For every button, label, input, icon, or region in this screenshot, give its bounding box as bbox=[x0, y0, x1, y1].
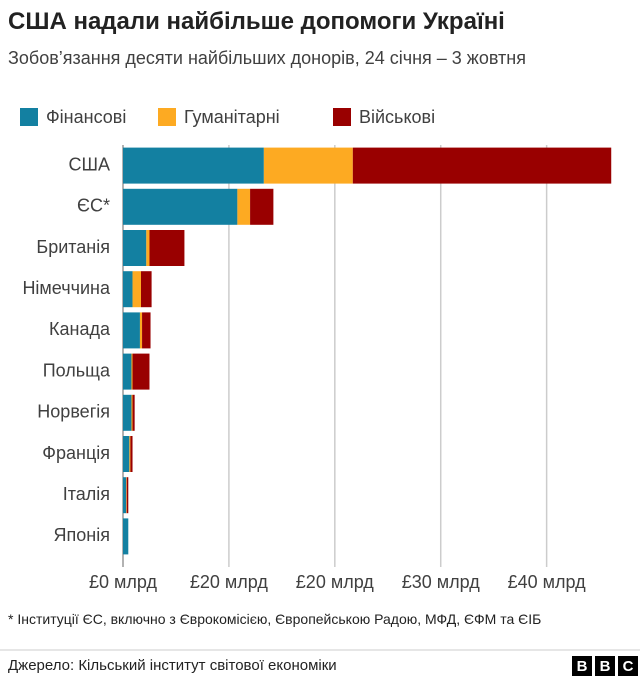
legend-label: Військові bbox=[359, 107, 435, 127]
bar-segment bbox=[142, 312, 151, 349]
y-tick-label: Італія bbox=[63, 484, 110, 504]
y-tick-label: ЄС* bbox=[77, 196, 110, 216]
logo-box bbox=[595, 656, 615, 676]
bar-segment bbox=[146, 230, 150, 266]
bar-segment bbox=[139, 312, 143, 349]
y-tick-label: США bbox=[68, 154, 110, 174]
y-tick-label: Франція bbox=[42, 443, 110, 463]
bar-segment bbox=[237, 188, 251, 225]
bar-segment bbox=[123, 436, 130, 472]
bar-segment bbox=[123, 312, 140, 349]
logo-letter: C bbox=[623, 658, 634, 675]
bar-segment bbox=[123, 147, 264, 184]
bar-segment bbox=[123, 477, 127, 514]
bar-segment bbox=[130, 436, 133, 472]
bar-segment bbox=[123, 271, 133, 308]
logo-box bbox=[618, 656, 638, 676]
x-tick-label: £0 млрд bbox=[89, 572, 157, 592]
x-tick-label: £30 млрд bbox=[402, 572, 481, 592]
bar-segment bbox=[123, 230, 147, 266]
chart-title: США надали найбільше допомоги Україні bbox=[8, 8, 505, 35]
legend-swatch bbox=[158, 108, 176, 126]
y-tick-label: Польща bbox=[43, 360, 111, 380]
bar-segment bbox=[129, 436, 131, 472]
chart-subtitle: Зобов’язання десяти найбільших донорів, … bbox=[8, 48, 526, 68]
legend-swatch bbox=[333, 108, 351, 126]
logo-box bbox=[572, 656, 592, 676]
legend-swatch bbox=[20, 108, 38, 126]
bar-segment bbox=[141, 271, 152, 308]
logo-letter: B bbox=[577, 658, 588, 675]
bar-segment bbox=[131, 394, 133, 431]
y-tick-label: Німеччина bbox=[22, 278, 111, 298]
bar-segment bbox=[126, 477, 129, 514]
bar-segment bbox=[149, 230, 185, 266]
y-tick-label: Норвегія bbox=[37, 402, 110, 422]
x-tick-label: £20 млрд bbox=[190, 572, 269, 592]
legend-label: Фінансові bbox=[46, 107, 126, 127]
y-tick-label: Британія bbox=[36, 237, 110, 257]
bar-segment bbox=[126, 477, 127, 514]
legend-label: Гуманітарні bbox=[184, 107, 280, 127]
bar-segment bbox=[352, 147, 612, 184]
bar-segment bbox=[131, 353, 133, 390]
logo-letter: B bbox=[600, 658, 611, 675]
x-tick-label: £40 млрд bbox=[508, 572, 587, 592]
bar-segment bbox=[123, 518, 129, 555]
bar-segment bbox=[250, 188, 274, 225]
x-tick-label: £20 млрд bbox=[296, 572, 375, 592]
bar-segment bbox=[123, 353, 132, 390]
bar-segment bbox=[132, 353, 150, 390]
bar-segment bbox=[123, 394, 132, 431]
bar-segment bbox=[263, 147, 353, 184]
y-tick-label: Канада bbox=[49, 319, 111, 339]
y-tick-label: Японія bbox=[54, 525, 110, 545]
bar-segment bbox=[132, 394, 135, 431]
footnote: * Інституції ЄС, включно з Єврокомісією,… bbox=[8, 611, 542, 627]
bar-segment bbox=[123, 188, 238, 225]
bar-segment bbox=[132, 271, 142, 308]
source: Джерело: Кільський інститут світової еко… bbox=[8, 657, 337, 674]
